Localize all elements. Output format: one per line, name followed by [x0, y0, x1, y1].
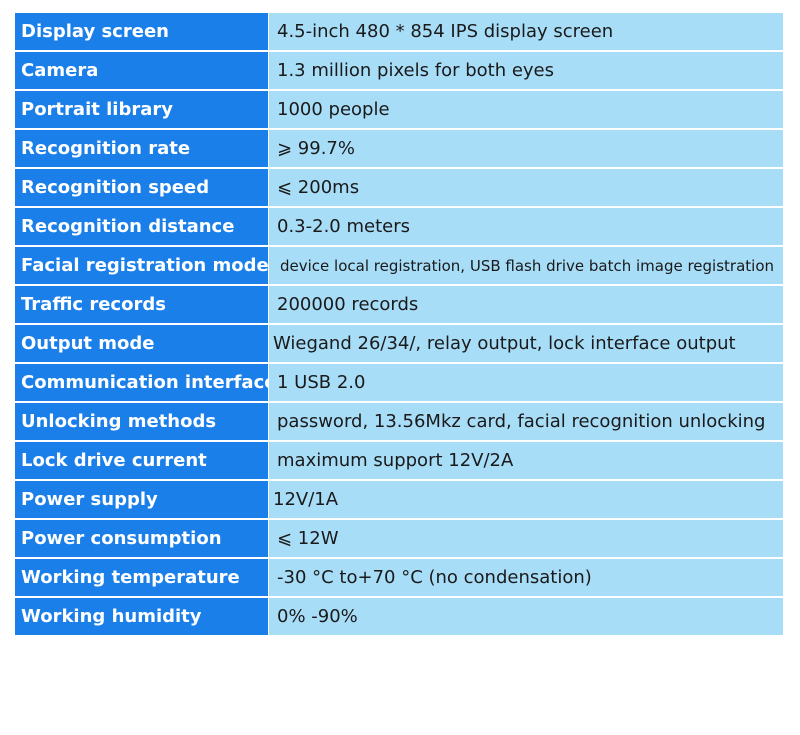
spec-row-recognition-rate: Recognition rate ⩾ 99.7% [14, 128, 784, 169]
spec-row-working-humidity: Working humidity 0% -90% [14, 596, 784, 637]
spec-label: Recognition distance [14, 206, 269, 247]
spec-row-camera: Camera 1.3 million pixels for both eyes [14, 50, 784, 91]
spec-label: Recognition rate [14, 128, 269, 169]
spec-label: Power supply [14, 479, 269, 520]
spec-value: 200000 records [268, 284, 784, 325]
spec-value: 1 USB 2.0 [268, 362, 784, 403]
spec-value: 4.5-inch 480 * 854 IPS display screen [268, 12, 784, 52]
spec-row-working-temperature: Working temperature -30 °C to+70 °C (no … [14, 557, 784, 598]
spec-row-power-consumption: Power consumption ⩽ 12W [14, 518, 784, 559]
spec-row-power-supply: Power supply 12V/1A [14, 479, 784, 520]
spec-label: Facial registration mode [14, 245, 269, 286]
spec-label: Working humidity [14, 596, 269, 637]
spec-row-facial-registration-mode: Facial registration mode device local re… [14, 245, 784, 286]
spec-label: Unlocking methods [14, 401, 269, 442]
spec-value: Wiegand 26/34/, relay output, lock inter… [268, 323, 784, 364]
spec-value: device local registration, USB flash dri… [268, 245, 784, 286]
spec-value: -30 °C to+70 °C (no condensation) [268, 557, 784, 598]
spec-value: 0% -90% [268, 596, 784, 637]
spec-row-communication-interface: Communication interface 1 USB 2.0 [14, 362, 784, 403]
spec-row-output-mode: Output mode Wiegand 26/34/, relay output… [14, 323, 784, 364]
spec-value: 0.3-2.0 meters [268, 206, 784, 247]
spec-value: 12V/1A [268, 479, 784, 520]
spec-row-recognition-speed: Recognition speed ⩽ 200ms [14, 167, 784, 208]
spec-label: Recognition speed [14, 167, 269, 208]
spec-value: 1000 people [268, 89, 784, 130]
spec-label: Output mode [14, 323, 269, 364]
spec-row-display-screen: Display screen 4.5-inch 480 * 854 IPS di… [14, 12, 784, 52]
spec-value: 1.3 million pixels for both eyes [268, 50, 784, 91]
spec-row-recognition-distance: Recognition distance 0.3-2.0 meters [14, 206, 784, 247]
spec-row-portrait-library: Portrait library 1000 people [14, 89, 784, 130]
spec-value: password, 13.56Mkz card, facial recognit… [268, 401, 784, 442]
spec-row-unlocking-methods: Unlocking methods password, 13.56Mkz car… [14, 401, 784, 442]
spec-row-lock-drive-current: Lock drive current maximum support 12V/2… [14, 440, 784, 481]
spec-value: maximum support 12V/2A [268, 440, 784, 481]
specification-table: Display screen 4.5-inch 480 * 854 IPS di… [14, 12, 784, 637]
spec-value: ⩾ 99.7% [268, 128, 784, 169]
spec-label: Working temperature [14, 557, 269, 598]
spec-label: Power consumption [14, 518, 269, 559]
spec-value: ⩽ 200ms [268, 167, 784, 208]
spec-label: Communication interface [14, 362, 269, 403]
spec-label: Portrait library [14, 89, 269, 130]
spec-value: ⩽ 12W [268, 518, 784, 559]
spec-label: Display screen [14, 12, 269, 52]
spec-label: Lock drive current [14, 440, 269, 481]
spec-label: Traffic records [14, 284, 269, 325]
spec-label: Camera [14, 50, 269, 91]
spec-row-traffic-records: Traffic records 200000 records [14, 284, 784, 325]
